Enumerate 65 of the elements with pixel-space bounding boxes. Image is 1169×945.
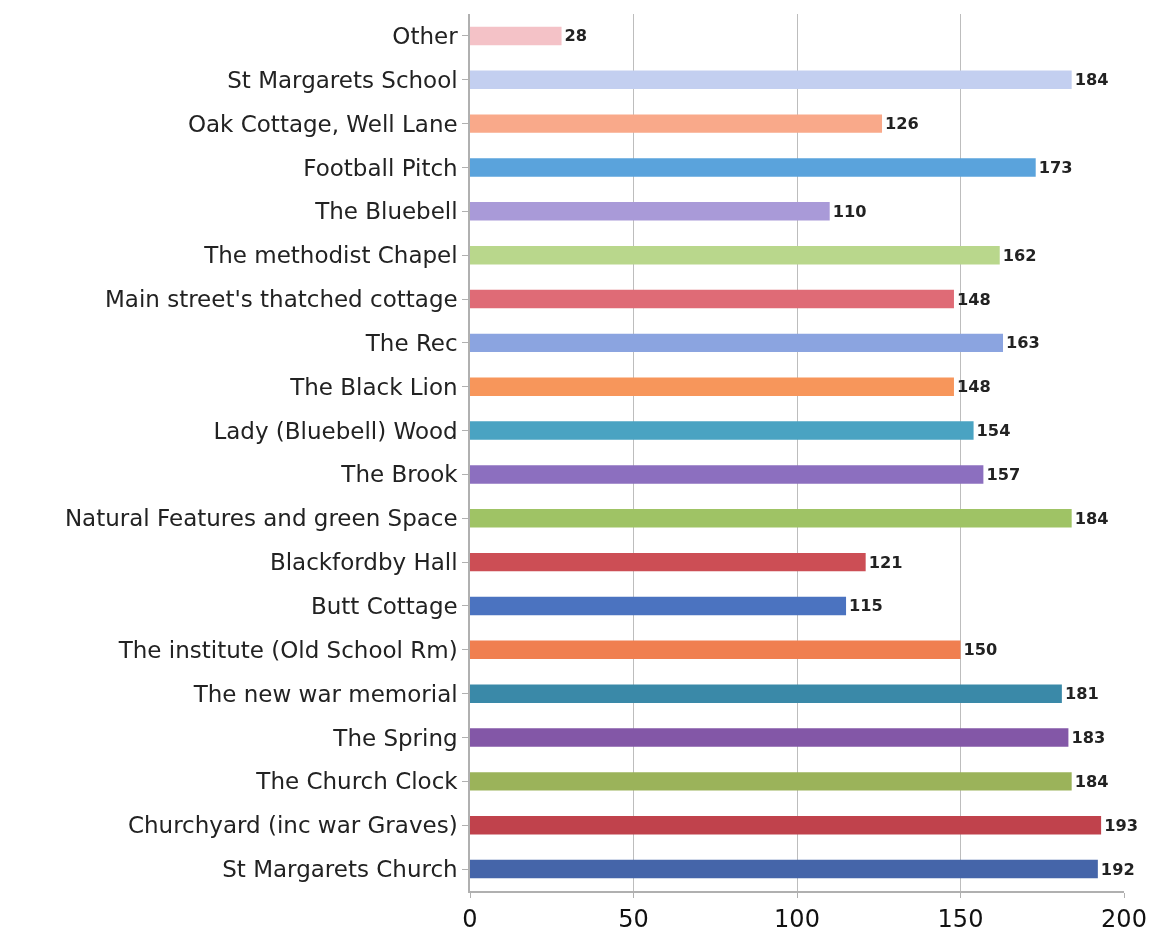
bar (470, 816, 1102, 835)
bar (470, 684, 1062, 703)
bar (470, 333, 1004, 353)
bar (470, 509, 1072, 528)
y-tick-label: The methodist Chapel (203, 242, 458, 269)
y-tick-label: The Brook (340, 461, 459, 488)
bar (470, 158, 1036, 177)
bar (470, 245, 1000, 265)
x-tick-label: 200 (1101, 904, 1147, 933)
y-tick-label: The Spring (332, 724, 458, 751)
data-label: 28 (564, 26, 588, 46)
y-tick-label: Lady (Bluebell) Wood (213, 417, 458, 444)
data-label: 157 (986, 464, 1021, 484)
data-label: 193 (1104, 815, 1138, 835)
y-tick-label: Football Pitch (303, 154, 458, 181)
data-label: 148 (956, 289, 991, 309)
y-tick-label: Oak Cottage, Well Lane (187, 110, 458, 137)
data-label: 162 (1002, 245, 1037, 265)
y-tick-label: Blackfordby Hall (269, 549, 458, 576)
bar (470, 289, 954, 309)
y-tick-label: The Bluebell (314, 198, 458, 225)
data-label: 181 (1064, 684, 1099, 704)
x-tick-label: 0 (462, 904, 478, 933)
x-tick-label: 100 (774, 904, 820, 933)
bar (470, 728, 1069, 747)
data-label: 184 (1074, 771, 1109, 791)
bar (470, 421, 974, 440)
y-tick-label: St Margarets School (227, 66, 458, 93)
data-label: 184 (1074, 508, 1109, 528)
y-tick-label: The Rec (364, 329, 458, 356)
bar (470, 465, 984, 484)
y-tick-label: The institute (Old School Rm) (117, 636, 458, 663)
data-label: 154 (976, 421, 1011, 441)
bar (470, 859, 1098, 879)
bar (470, 640, 961, 660)
y-tick-label: The new war memorial (192, 680, 458, 707)
bar (470, 377, 954, 396)
data-label: 150 (963, 640, 998, 660)
data-label: 126 (885, 114, 919, 134)
bar (470, 114, 883, 133)
bar (470, 26, 562, 46)
data-label: 184 (1074, 70, 1109, 90)
x-tick-label: 150 (937, 904, 984, 933)
y-tick-label: Main street's thatched cottage (104, 286, 458, 313)
y-tick-label: Natural Features and green Space (64, 505, 458, 532)
data-label: 192 (1100, 859, 1135, 879)
bar (470, 552, 866, 572)
y-tick-label: St Margarets Church (222, 856, 458, 883)
y-tick-label: Butt Cottage (310, 593, 458, 620)
bar (470, 772, 1072, 791)
y-tick-label: Other (392, 22, 459, 49)
data-label: 148 (956, 377, 991, 397)
bar (470, 596, 847, 616)
data-label: 115 (849, 596, 883, 616)
data-label: 173 (1038, 158, 1073, 177)
data-label: 110 (832, 201, 867, 221)
bar (470, 202, 830, 221)
data-label: 183 (1071, 728, 1106, 748)
bar (470, 70, 1072, 89)
y-tick-label: The Black Lion (289, 373, 458, 400)
data-label: 121 (868, 552, 903, 572)
x-tick-label: 50 (618, 904, 649, 933)
y-tick-label: Churchyard (inc war Graves) (127, 812, 458, 839)
data-label: 163 (1006, 333, 1040, 353)
y-tick-label: The Church Clock (255, 768, 459, 795)
